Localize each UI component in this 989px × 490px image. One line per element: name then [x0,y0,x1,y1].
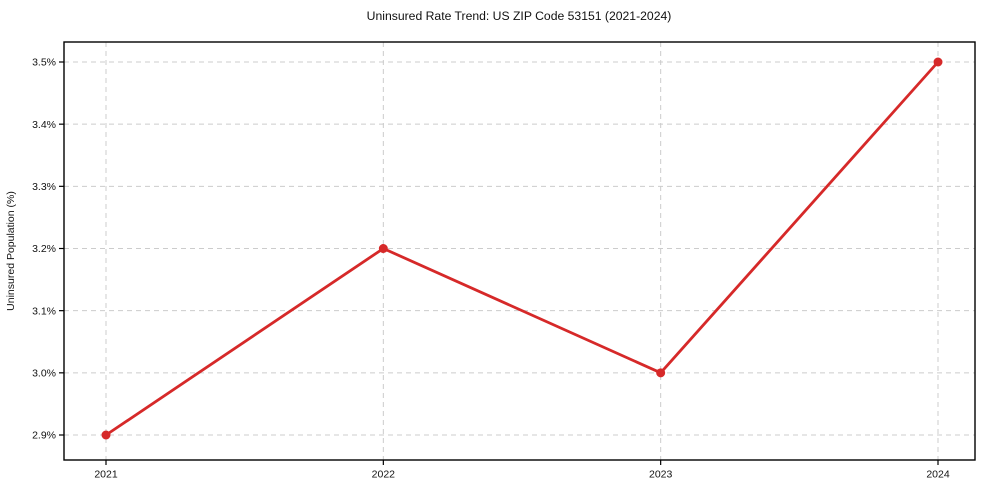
y-tick-label: 3.5% [32,57,56,69]
tick-layer: 2021 2022 2023 2024 2.9% 3.0% 3.1% 3.2% 3.3% 3.4%… [32,57,950,481]
data-point-marker [656,368,666,378]
x-tick-label: 2024 [926,469,950,481]
y-axis-label: Uninsured Population (%) [5,191,17,311]
chart-title: Uninsured Rate Trend: US ZIP Code 53151 … [367,9,672,23]
x-tick-label: 2022 [372,469,396,481]
y-tick-label: 3.2% [32,243,56,255]
trend-line [104,60,940,437]
x-tick-label: 2021 [94,469,118,481]
grid-layer [64,42,975,460]
plot-frame [63,41,976,461]
data-point-marker [378,244,388,253]
data-point-marker [101,430,111,440]
y-tick-label: 3.3% [32,181,56,193]
data-point-marker [933,57,943,67]
y-tick-label: 3.0% [32,367,56,379]
y-tick-label: 2.9% [32,430,56,442]
line-series [101,57,943,440]
x-tick-label: 2023 [649,469,673,481]
y-tick-label: 3.4% [32,119,56,131]
y-tick-label: 3.1% [32,305,56,317]
